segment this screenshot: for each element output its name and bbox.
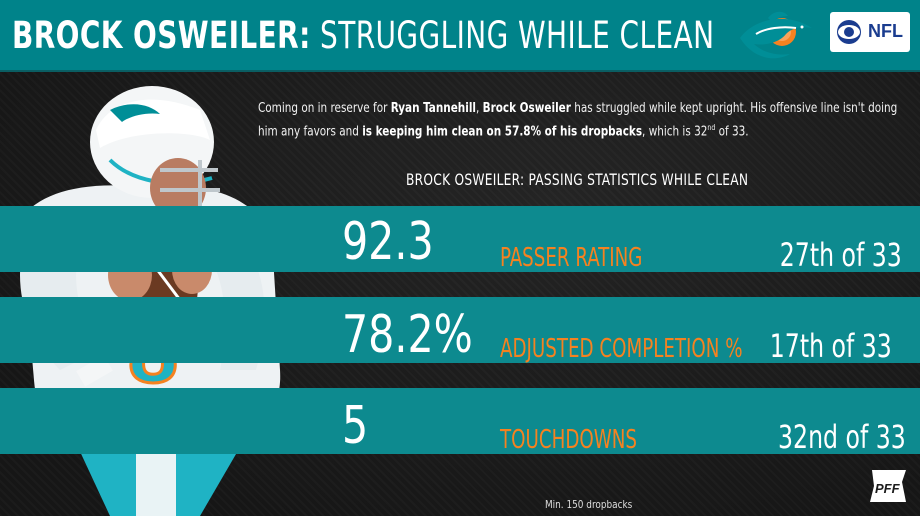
stat-rank: 32nd of 33 <box>778 418 906 456</box>
cbs-eye-icon <box>837 20 861 44</box>
stat-label: ADJUSTED COMPLETION % <box>500 334 743 364</box>
title-player-name: BROCK OSWEILER: <box>12 14 311 57</box>
intro-name-tannehill: Ryan Tannehill <box>390 100 476 116</box>
stat-label: TOUCHDOWNS <box>500 425 638 455</box>
stat-rank: 17th of 33 <box>769 327 892 365</box>
stat-label: PASSER RATING <box>500 243 643 273</box>
intro-text-4: , which is 32 <box>642 123 708 140</box>
intro-superscript: nd <box>707 123 716 132</box>
stat-row-touchdowns: 5 TOUCHDOWNS 32nd of 33 <box>0 388 920 454</box>
title-subject: STRUGGLING WHILE CLEAN <box>320 14 715 57</box>
stat-row-passer-rating: 92.3 PASSER RATING 27th of 33 <box>0 206 920 272</box>
intro-text-2: , <box>475 100 483 116</box>
intro-text-3: has struggled while kept upright. His of… <box>258 100 898 140</box>
intro-name-osweiler: Brock Osweiler <box>482 100 571 116</box>
intro-text-1: Coming on in reserve for <box>258 100 391 116</box>
svg-text:PFF: PFF <box>875 481 901 496</box>
intro-text-5: of 33. <box>715 123 749 140</box>
footnote: Min. 150 dropbacks <box>545 498 633 511</box>
intro-paragraph: Coming on in reserve for Ryan Tannehill,… <box>258 99 920 142</box>
dolphins-logo-icon <box>740 11 812 59</box>
stat-value: 78.2% <box>342 305 473 365</box>
stat-rank: 27th of 33 <box>779 236 902 274</box>
section-subtitle: BROCK OSWEILER: PASSING STATISTICS WHILE… <box>406 170 749 189</box>
pff-logo-icon: PFF <box>870 470 906 502</box>
cbs-nfl-badge: NFL <box>830 12 910 52</box>
stat-value: 5 <box>342 396 369 456</box>
stat-row-adjusted-completion: 78.2% ADJUSTED COMPLETION % 17th of 33 <box>0 297 920 363</box>
stat-value: 92.3 <box>342 212 434 272</box>
page-title: BROCK OSWEILER: STRUGGLING WHILE CLEAN <box>12 14 714 58</box>
header-bar: BROCK OSWEILER: STRUGGLING WHILE CLEAN N… <box>0 0 920 72</box>
intro-bold-clause: is keeping him clean on 57.8% of his dro… <box>362 123 643 140</box>
nfl-text: NFL <box>868 21 903 41</box>
